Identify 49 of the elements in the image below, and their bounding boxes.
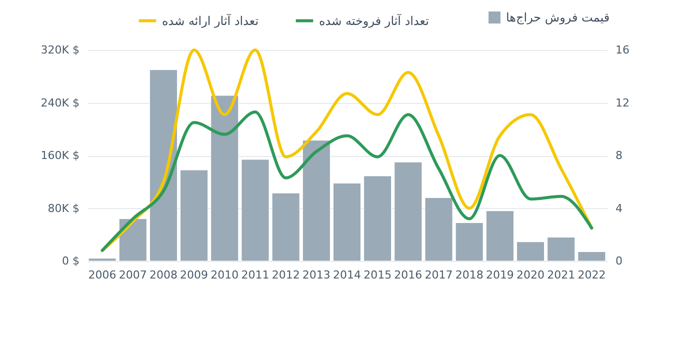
bar	[364, 176, 392, 262]
y-tick-label: 0 $	[62, 254, 80, 268]
x-tick-label: 2010	[210, 268, 239, 282]
line-series	[100, 48, 594, 252]
x-tick-label: 2022	[578, 268, 606, 282]
bar	[486, 210, 514, 262]
x-tick-label: 2012	[272, 268, 300, 282]
legend-label: تعداد آثار فروخته شده	[319, 12, 429, 28]
bar	[149, 70, 178, 262]
y2-tick-label: 8	[616, 149, 622, 162]
y2-tick-label: 4	[616, 202, 622, 215]
bar	[455, 222, 484, 262]
bar	[516, 242, 545, 262]
legend-label: قیمت فروش حراج‌ها	[506, 10, 610, 24]
bar	[424, 197, 453, 262]
x-tick-label: 2009	[180, 268, 208, 282]
x-tick-label: 2011	[241, 268, 270, 282]
y-tick-label: 240K $	[40, 96, 80, 110]
line-series	[100, 110, 594, 252]
x-tick-label: 2006	[88, 268, 116, 282]
legend-label: تعداد آثار ارائه شده	[162, 12, 259, 28]
bar	[578, 252, 606, 262]
bar	[241, 159, 270, 262]
x-tick-label: 2008	[149, 268, 178, 282]
bar	[272, 192, 300, 262]
y-tick-label: 320K $	[40, 44, 80, 56]
bar	[547, 237, 576, 262]
y-tick-label: 80K $	[48, 202, 80, 215]
x-tick-label: 2007	[118, 268, 147, 282]
x-tick-label: 2018	[455, 268, 484, 282]
bar	[210, 95, 239, 262]
bar	[332, 182, 362, 262]
x-tick-label: 2013	[302, 268, 330, 282]
y-tick-label: 160K $	[40, 149, 80, 162]
x-tick-label: 2015	[364, 268, 392, 282]
x-tick-label: 2020	[516, 268, 545, 282]
bar	[180, 170, 208, 262]
bar	[118, 218, 147, 262]
bar	[394, 162, 422, 262]
y2-tick-label: 0	[616, 254, 622, 268]
bar	[88, 258, 116, 262]
bar	[302, 140, 330, 262]
y2-tick-label: 16	[616, 44, 630, 56]
x-tick-label: 2021	[547, 268, 576, 282]
y2-tick-label: 12	[616, 96, 630, 110]
x-tick-label: 2016	[394, 268, 422, 282]
x-tick-label: 2019	[486, 268, 514, 282]
x-tick-label: 2014	[333, 268, 361, 282]
x-tick-label: 2017	[424, 268, 453, 282]
